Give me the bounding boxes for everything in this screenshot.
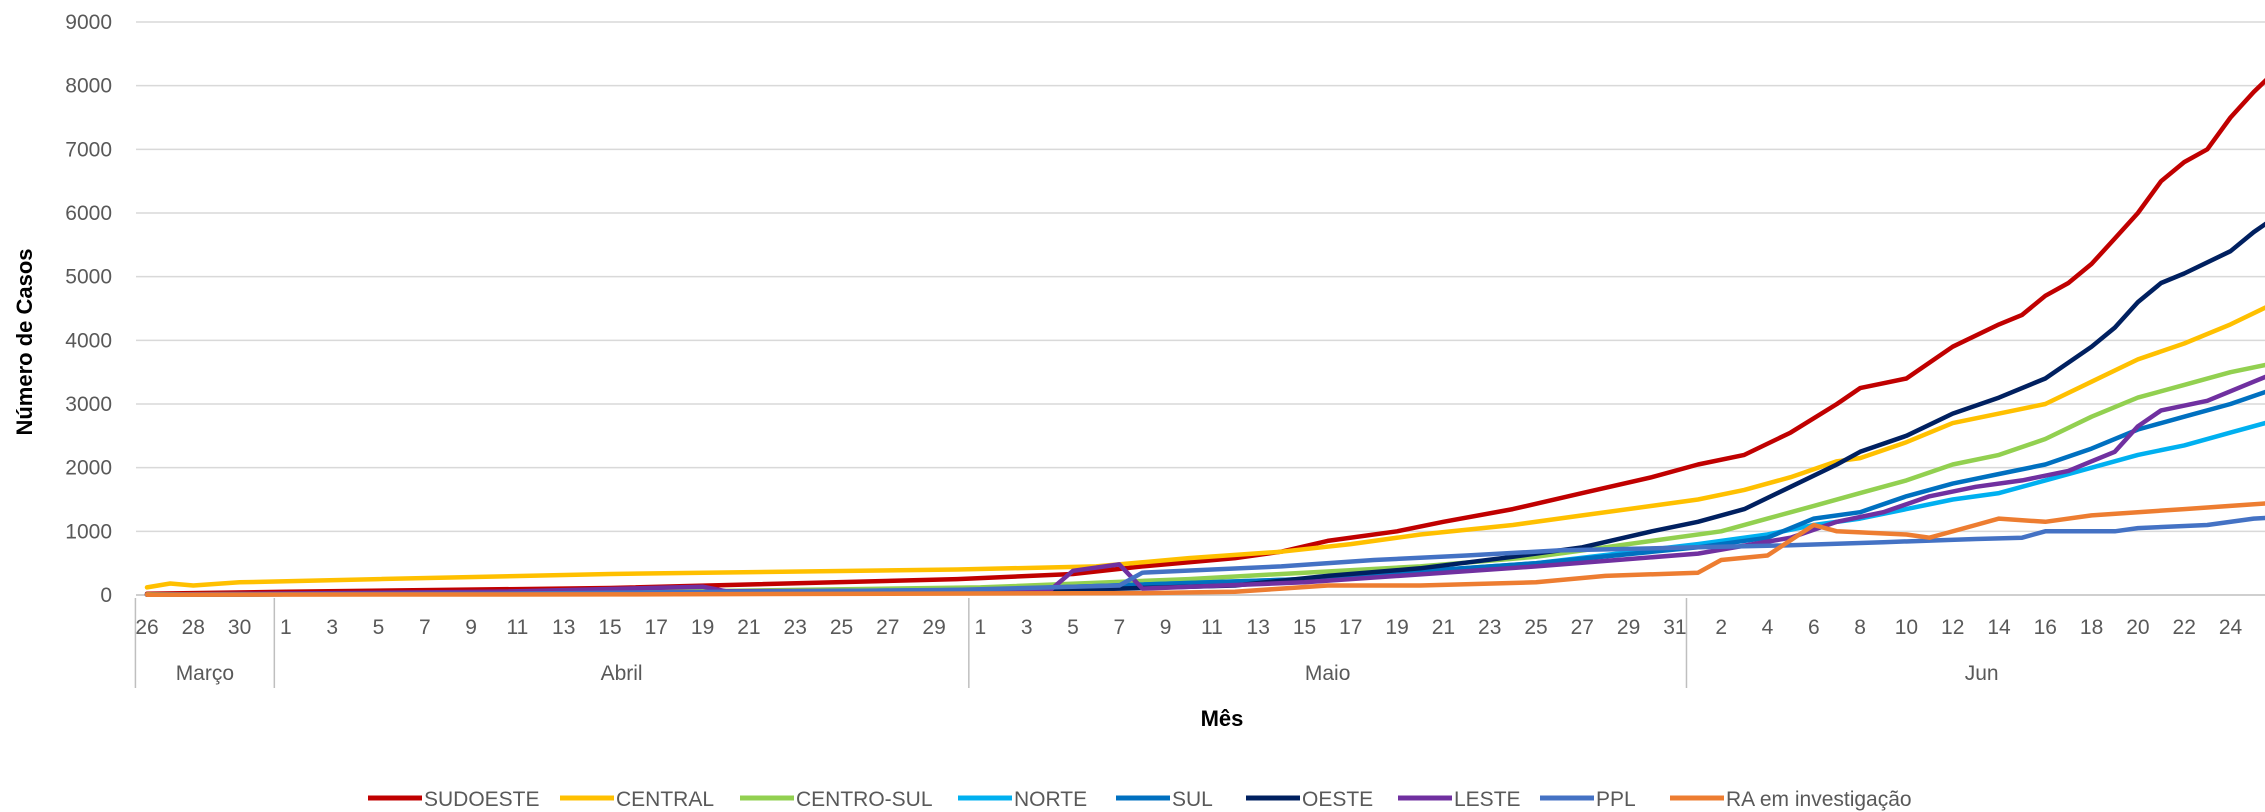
x-tick-label: 29 (922, 616, 945, 639)
x-tick-label: 16 (2034, 616, 2057, 639)
series-line-ra-em-investiga-o (144, 501, 2265, 597)
x-tick-label: 31 (1663, 616, 1686, 639)
series-line-centro-sul (144, 362, 2265, 597)
y-tick-label: 1000 (65, 520, 112, 543)
x-tick-label: 23 (1478, 616, 1501, 639)
series-line-sudoeste (144, 78, 2265, 596)
x-tick-label: 12 (1941, 616, 1964, 639)
x-tick-label: 9 (465, 616, 477, 639)
series-line-ppl (144, 515, 2265, 597)
x-tick-label: 24 (2219, 616, 2243, 639)
x-tick-label: 2 (1715, 616, 1727, 639)
x-tick-label: 3 (1021, 616, 1033, 639)
x-tick-label: 26 (135, 616, 158, 639)
x-tick-label: 5 (1067, 616, 1079, 639)
x-tick-label: 14 (1987, 616, 2011, 639)
x-tick-label: 19 (1385, 616, 1408, 639)
series-line-sul (144, 389, 2265, 597)
x-tick-label: 9 (1160, 616, 1172, 639)
legend-label: CENTRAL (616, 788, 714, 811)
x-tick-label: 23 (784, 616, 807, 639)
x-tick-label: 13 (552, 616, 575, 639)
y-tick-label: 4000 (65, 329, 112, 352)
series-lines (144, 78, 2265, 597)
y-tick-label: 0 (100, 584, 112, 607)
legend-label: RA em investigação (1726, 788, 1912, 811)
legend-label: PPL (1596, 788, 1636, 811)
x-tick-label: 6 (1808, 616, 1820, 639)
x-tick-label: 29 (1617, 616, 1640, 639)
x-tick-label: 1 (975, 616, 987, 639)
gridlines (136, 21, 2265, 596)
x-tick-label: 21 (737, 616, 760, 639)
y-tick-label: 8000 (65, 75, 112, 98)
series-line-leste (144, 374, 2265, 597)
legend-label: LESTE (1454, 788, 1521, 811)
x-tick-label: 7 (1113, 616, 1125, 639)
x-tick-label: 27 (1571, 616, 1594, 639)
x-axis: 26 28 30 1 3 5 7 9 11 13 15 17 19 21 23 25 27 29 1 3 5 7 9 11 13… (134, 598, 2243, 688)
y-axis-ticks: 0 1000 2000 3000 4000 5000 6000 7000 8000 9000 (65, 11, 112, 607)
month-label: Abril (601, 662, 643, 685)
x-tick-label: 11 (1201, 616, 1223, 639)
month-label: Jun (1965, 662, 1999, 685)
x-tick-label: 11 (506, 616, 528, 639)
y-tick-label: 7000 (65, 138, 112, 161)
x-tick-label: 8 (1854, 616, 1866, 639)
x-tick-label: 22 (2173, 616, 2196, 639)
legend-label: NORTE (1014, 788, 1087, 811)
series-line-central (144, 305, 2265, 590)
x-tick-label: 30 (228, 616, 251, 639)
x-tick-label: 25 (1524, 616, 1547, 639)
y-tick-label: 6000 (65, 202, 112, 225)
x-tick-label: 15 (598, 616, 621, 639)
legend-label: OESTE (1302, 788, 1373, 811)
legend: SUDOESTE CENTRAL CENTRO-SUL NORTE SUL OESTE LE… (368, 788, 1912, 811)
month-label: Março (176, 662, 234, 685)
y-tick-label: 2000 (65, 457, 112, 480)
y-tick-label: 5000 (65, 266, 112, 289)
x-tick-label: 1 (280, 616, 292, 639)
x-tick-label: 17 (1339, 616, 1362, 639)
x-tick-label: 4 (1762, 616, 1774, 639)
x-tick-label: 15 (1293, 616, 1316, 639)
x-tick-label: 3 (326, 616, 338, 639)
x-tick-label: 17 (645, 616, 668, 639)
x-tick-label: 25 (830, 616, 853, 639)
x-tick-label: 5 (373, 616, 385, 639)
x-tick-label: 19 (691, 616, 714, 639)
x-tick-label: 18 (2080, 616, 2103, 639)
y-axis-title: Número de Casos (12, 248, 37, 435)
x-tick-label: 13 (1247, 616, 1270, 639)
month-label: Maio (1305, 662, 1351, 685)
legend-label: SUDOESTE (424, 788, 540, 811)
x-tick-label: 21 (1432, 616, 1455, 639)
y-tick-label: 9000 (65, 11, 112, 34)
y-tick-label: 3000 (65, 393, 112, 416)
x-tick-label: 7 (419, 616, 431, 639)
x-tick-label: 10 (1895, 616, 1918, 639)
x-axis-title: Mês (1201, 706, 1244, 731)
x-tick-label: 28 (182, 616, 205, 639)
legend-label: SUL (1172, 788, 1213, 811)
legend-label: CENTRO-SUL (796, 788, 933, 811)
x-tick-label: 27 (876, 616, 899, 639)
x-tick-label: 20 (2126, 616, 2149, 639)
